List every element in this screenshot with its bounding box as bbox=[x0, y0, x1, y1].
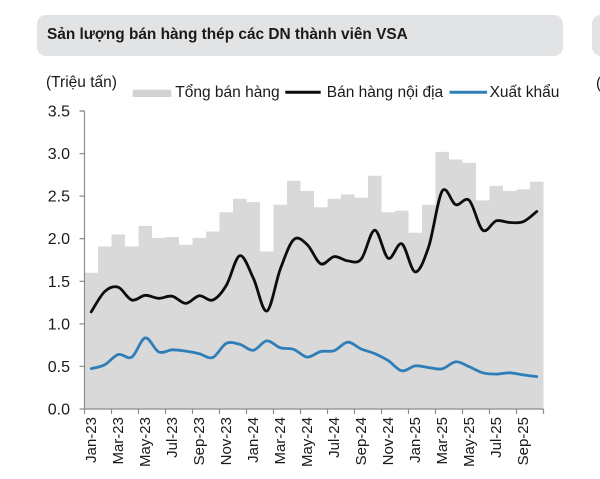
svg-text:Tổng bán hàng: Tổng bán hàng bbox=[175, 84, 279, 101]
svg-text:2.5: 2.5 bbox=[48, 189, 70, 206]
svg-text:Jul-23: Jul-23 bbox=[164, 417, 181, 458]
svg-text:Mar-23: Mar-23 bbox=[110, 417, 127, 465]
svg-text:2.0: 2.0 bbox=[48, 231, 70, 248]
svg-text:Jan-24: Jan-24 bbox=[245, 417, 262, 463]
svg-text:Nov-23: Nov-23 bbox=[218, 417, 235, 465]
svg-text:Xuất khẩu: Xuất khẩu bbox=[490, 84, 560, 101]
svg-text:May-23: May-23 bbox=[137, 417, 154, 467]
svg-text:Mar-24: Mar-24 bbox=[272, 417, 289, 465]
svg-text:Jan-23: Jan-23 bbox=[83, 417, 100, 463]
svg-text:0.5: 0.5 bbox=[48, 359, 70, 376]
svg-text:3.0: 3.0 bbox=[48, 146, 70, 163]
svg-text:Mar-25: Mar-25 bbox=[434, 417, 451, 465]
svg-text:Bán hàng nội địa: Bán hàng nội địa bbox=[327, 84, 444, 101]
svg-text:Jul-25: Jul-25 bbox=[488, 417, 505, 458]
svg-text:Nov-24: Nov-24 bbox=[380, 417, 397, 465]
svg-text:Sep-24: Sep-24 bbox=[353, 417, 370, 465]
svg-text:May-25: May-25 bbox=[461, 417, 478, 467]
svg-text:1.0: 1.0 bbox=[48, 316, 70, 333]
svg-text:0.0: 0.0 bbox=[48, 402, 70, 419]
svg-text:3.5: 3.5 bbox=[48, 104, 70, 121]
svg-text:Jul-24: Jul-24 bbox=[326, 417, 343, 458]
svg-text:Sep-23: Sep-23 bbox=[191, 417, 208, 465]
svg-text:Jan-25: Jan-25 bbox=[407, 417, 424, 463]
svg-text:May-24: May-24 bbox=[299, 417, 316, 467]
svg-text:Sep-25: Sep-25 bbox=[515, 417, 532, 465]
svg-text:1.5: 1.5 bbox=[48, 274, 70, 291]
